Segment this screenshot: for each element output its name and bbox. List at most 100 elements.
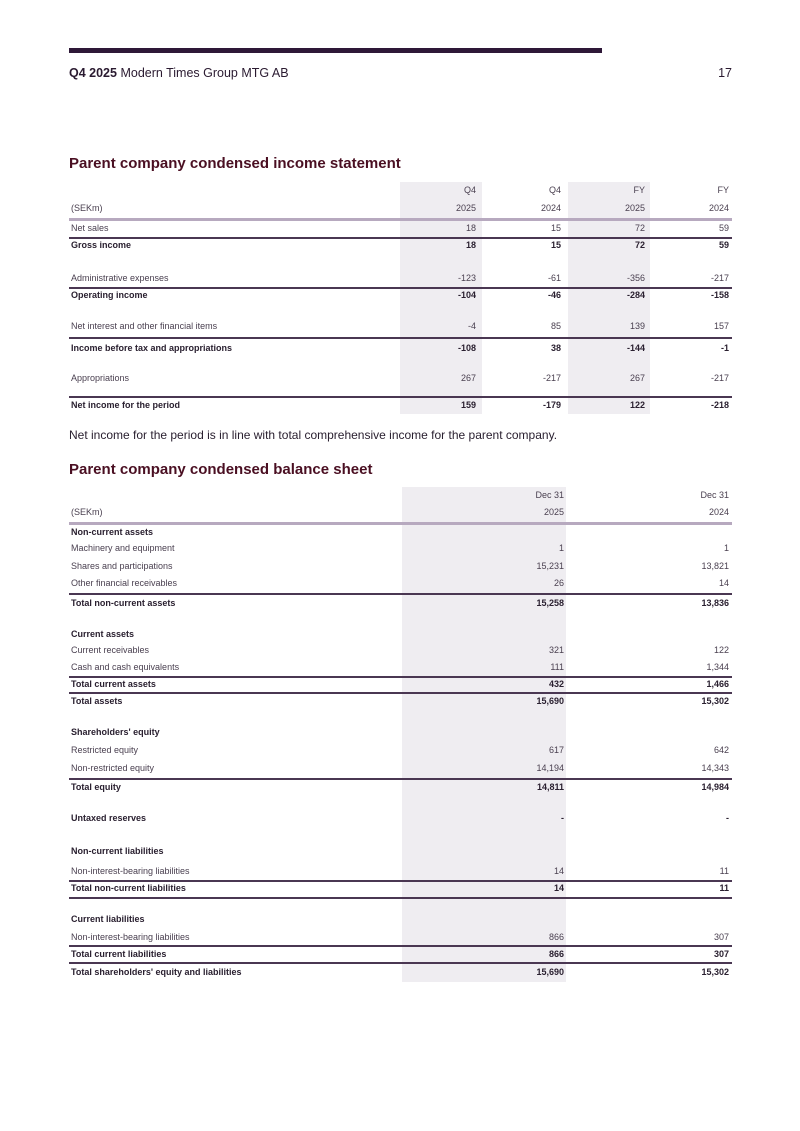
column-header-year: 2025 xyxy=(624,203,645,213)
row-label: Total shareholders' equity and liabiliti… xyxy=(71,967,242,977)
row-value: 1 xyxy=(723,543,729,553)
row-label: Current receivables xyxy=(71,645,150,655)
row-value: 15 xyxy=(550,240,561,250)
row-value: 14,194 xyxy=(536,763,564,773)
row-value: -158 xyxy=(710,290,729,300)
income-statement-note: Net income for the period is in line wit… xyxy=(69,428,558,442)
row-label: Current liabilities xyxy=(71,914,145,924)
row-value: -217 xyxy=(710,273,729,283)
row-label: Total current liabilities xyxy=(71,949,167,959)
column-header-top: FY xyxy=(717,185,729,195)
row-value: -46 xyxy=(547,290,561,300)
table-rule xyxy=(69,287,732,289)
row-value: 139 xyxy=(629,321,645,331)
row-value: 321 xyxy=(548,645,564,655)
column-header-top: Q4 xyxy=(548,185,561,195)
row-value: 59 xyxy=(718,223,729,233)
row-value: 72 xyxy=(634,223,645,233)
row-value: 15,690 xyxy=(536,967,564,977)
row-value: 157 xyxy=(713,321,729,331)
row-value: 13,821 xyxy=(701,561,729,571)
row-label: Shares and participations xyxy=(71,561,173,571)
balance-sheet-title: Parent company condensed balance sheet xyxy=(69,461,373,478)
row-value: 122 xyxy=(629,400,645,410)
row-value: 14 xyxy=(718,578,729,588)
table-rule xyxy=(69,220,732,221)
row-label: Total equity xyxy=(71,782,121,792)
row-value: 866 xyxy=(548,949,564,959)
table-rule xyxy=(69,593,732,595)
row-value: 122 xyxy=(713,645,729,655)
row-value: 11 xyxy=(719,866,729,876)
row-value: -104 xyxy=(457,290,476,300)
row-label: Appropriations xyxy=(71,373,130,383)
row-value: 1 xyxy=(558,543,564,553)
row-value: -61 xyxy=(547,273,561,283)
row-value: -123 xyxy=(457,273,476,283)
row-value: 866 xyxy=(548,932,564,942)
table-rule xyxy=(69,962,732,964)
row-value: -144 xyxy=(626,343,645,353)
row-value: 15,690 xyxy=(536,696,564,706)
table-rule xyxy=(69,676,732,678)
row-label: Cash and cash equivalents xyxy=(71,662,180,672)
row-value: 85 xyxy=(550,321,561,331)
header-company: Modern Times Group MTG AB xyxy=(120,66,289,80)
column-header-top: Q4 xyxy=(463,185,476,195)
row-label: Net sales xyxy=(71,223,109,233)
row-value: 1,344 xyxy=(706,662,729,672)
row-value: 15 xyxy=(550,223,561,233)
row-value: 14 xyxy=(553,866,564,876)
row-label: Non-interest-bearing liabilities xyxy=(71,866,190,876)
row-label: Restricted equity xyxy=(71,745,139,755)
row-value: 14,984 xyxy=(701,782,729,792)
row-label: Other financial receivables xyxy=(71,578,178,588)
table-rule xyxy=(69,778,732,780)
row-value: 15,302 xyxy=(701,967,729,977)
page-number: 17 xyxy=(718,66,732,80)
row-label: Income before tax and appropriations xyxy=(71,343,233,353)
table-rule xyxy=(69,945,732,947)
row-value: 1,466 xyxy=(706,679,729,689)
row-value: 72 xyxy=(634,240,645,250)
row-label: Operating income xyxy=(71,290,148,300)
row-value: - xyxy=(726,813,729,823)
row-value: 14 xyxy=(553,883,564,893)
row-value: 18 xyxy=(465,223,476,233)
row-value: 642 xyxy=(713,745,729,755)
row-label: Administrative expenses xyxy=(71,273,169,283)
row-label: Non-current liabilities xyxy=(71,846,164,856)
row-value: -356 xyxy=(626,273,645,283)
unit-label: (SEKm) xyxy=(71,203,103,213)
header-period: Q4 2025 xyxy=(69,66,117,80)
row-label: Total non-current assets xyxy=(71,598,176,608)
row-value: 432 xyxy=(548,679,564,689)
row-value: -217 xyxy=(542,373,561,383)
row-value: 26 xyxy=(553,578,564,588)
table-rule xyxy=(69,880,732,882)
row-label: Net interest and other financial items xyxy=(71,321,218,331)
column-header-year: 2025 xyxy=(455,203,476,213)
row-value: -179 xyxy=(542,400,561,410)
row-value: 617 xyxy=(548,745,564,755)
row-value: 159 xyxy=(460,400,476,410)
row-value: 267 xyxy=(460,373,476,383)
row-value: -4 xyxy=(467,321,476,331)
row-value: -108 xyxy=(457,343,476,353)
row-value: 38 xyxy=(550,343,561,353)
table-rule xyxy=(69,897,732,899)
row-label: Non-restricted equity xyxy=(71,763,155,773)
row-value: 14,811 xyxy=(536,782,564,792)
column-header-top: Dec 31 xyxy=(700,490,729,500)
shaded-column xyxy=(402,487,566,982)
row-label: Total non-current liabilities xyxy=(71,883,186,893)
row-value: 13,836 xyxy=(701,598,729,608)
row-value: -284 xyxy=(626,290,645,300)
table-rule xyxy=(69,396,732,398)
row-value: 307 xyxy=(713,932,729,942)
row-label: Current assets xyxy=(71,629,135,639)
column-header-year: 2024 xyxy=(708,203,729,213)
row-label: Shareholders' equity xyxy=(71,727,160,737)
table-rule xyxy=(69,237,732,239)
column-header-year: 2024 xyxy=(708,507,729,517)
